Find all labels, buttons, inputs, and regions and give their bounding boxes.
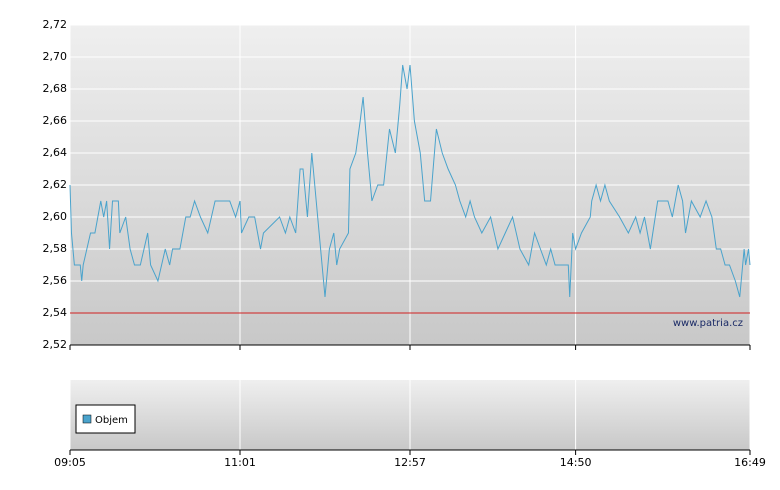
y-tick-label: 2,72 [43, 18, 68, 31]
price-line [69, 64, 751, 298]
y-tick-label: 2,62 [43, 178, 68, 191]
x-tick-label: 16:49 [734, 456, 766, 469]
y-tick-label: 2,70 [43, 50, 68, 63]
y-tick-label: 2,52 [43, 338, 68, 351]
y-tick-label: 2,64 [43, 146, 68, 159]
x-tick-label: 09:05 [54, 456, 86, 469]
x-tick-label: 11:01 [224, 456, 256, 469]
y-tick-label: 2,54 [43, 306, 68, 319]
y-tick-label: 2,58 [43, 242, 68, 255]
legend-swatch [82, 414, 92, 424]
x-tick-label: 12:57 [394, 456, 426, 469]
y-tick-label: 2,68 [43, 82, 68, 95]
y-tick-label: 2,66 [43, 114, 68, 127]
y-tick-label: 2,56 [43, 274, 68, 287]
watermark: www.patria.cz [673, 318, 743, 329]
x-tick-label: 14:50 [560, 456, 592, 469]
y-tick-label: 2,60 [43, 210, 68, 223]
legend-label: Objem [95, 415, 128, 426]
legend-box [75, 404, 136, 434]
